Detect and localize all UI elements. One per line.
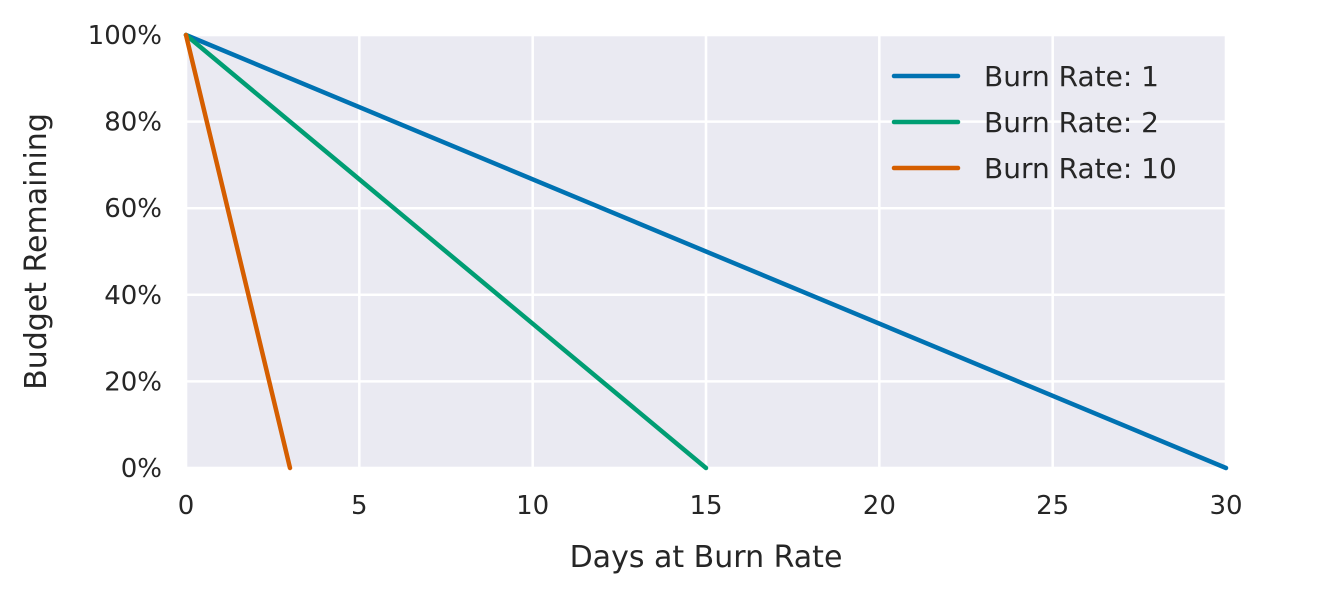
series-line-3 [183, 32, 293, 471]
y-tick-label: 100% [88, 21, 162, 51]
legend: Burn Rate: 1 Burn Rate: 2 Burn Rate: 10 [891, 60, 1177, 185]
x-axis-ticks: 0 5 10 15 20 25 30 [178, 491, 1243, 521]
series-line-2 [183, 32, 709, 471]
series-lines [183, 32, 1229, 471]
x-tick-label: 30 [1209, 491, 1242, 521]
legend-label-1: Burn Rate: 1 [984, 60, 1159, 93]
y-tick-label: 20% [104, 367, 162, 397]
x-tick-label: 20 [863, 491, 896, 521]
x-tick-label: 0 [178, 491, 195, 521]
y-tick-label: 60% [104, 194, 162, 224]
x-axis-label: Days at Burn Rate [570, 540, 843, 575]
x-tick-label: 15 [689, 491, 722, 521]
y-tick-label: 80% [104, 108, 162, 138]
x-tick-label: 25 [1036, 491, 1069, 521]
series-line-1 [183, 32, 1229, 471]
y-tick-label: 0% [121, 454, 162, 484]
x-tick-label: 5 [351, 491, 368, 521]
legend-label-3: Burn Rate: 10 [984, 152, 1177, 185]
x-tick-label: 10 [516, 491, 549, 521]
grid-lines [184, 33, 1228, 470]
y-axis-label: Budget Remaining [19, 113, 54, 390]
y-tick-label: 40% [104, 281, 162, 311]
y-axis-ticks: 0% 20% 40% 60% 80% 100% [88, 21, 162, 484]
legend-label-2: Burn Rate: 2 [984, 106, 1159, 139]
